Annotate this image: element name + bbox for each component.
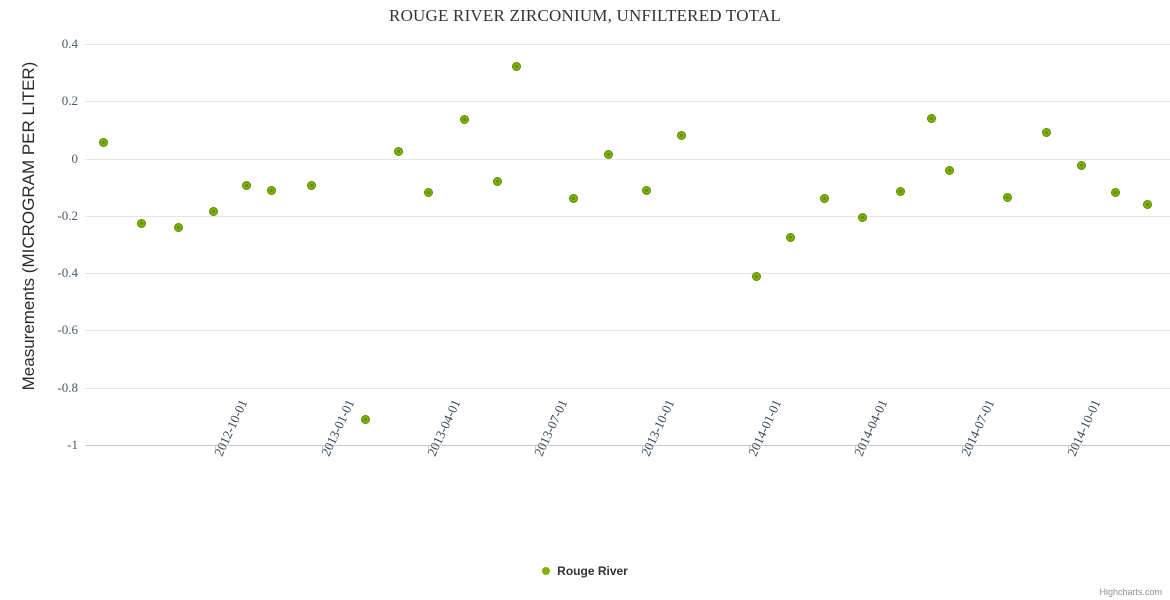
- data-point[interactable]: [492, 176, 502, 186]
- data-point[interactable]: [266, 185, 276, 195]
- y-axis-tick-label: -1: [67, 437, 78, 452]
- y-axis-tick-label: -0.4: [57, 265, 78, 281]
- data-point[interactable]: [603, 149, 613, 159]
- gridline: [85, 387, 1170, 389]
- data-point[interactable]: [1041, 128, 1051, 138]
- data-point[interactable]: [98, 138, 108, 148]
- gridline: [85, 330, 1170, 332]
- data-point[interactable]: [241, 181, 251, 191]
- x-axis-tick: [322, 446, 323, 452]
- data-point[interactable]: [641, 185, 651, 195]
- gridline: [85, 215, 1170, 217]
- x-axis-tick: [962, 446, 963, 452]
- y-axis-tick-label: 0.2: [61, 93, 78, 109]
- chart-title: ROUGE RIVER ZIRCONIUM, UNFILTERED TOTAL: [389, 6, 781, 25]
- data-point[interactable]: [360, 414, 370, 424]
- data-point[interactable]: [568, 194, 578, 204]
- legend-item-label: Rouge River: [557, 563, 628, 578]
- data-point[interactable]: [173, 222, 183, 232]
- data-point[interactable]: [819, 194, 829, 204]
- circle-marker-icon: [542, 566, 551, 575]
- x-axis-tick: [1068, 446, 1069, 452]
- credits-link[interactable]: Highcharts.com: [1099, 587, 1162, 597]
- data-point[interactable]: [751, 271, 761, 281]
- y-axis-tick-label: -0.2: [57, 207, 78, 223]
- data-point[interactable]: [306, 181, 316, 191]
- gridline: [85, 158, 1170, 160]
- data-point[interactable]: [423, 188, 433, 198]
- data-point[interactable]: [136, 218, 146, 228]
- data-point[interactable]: [208, 207, 218, 217]
- data-point[interactable]: [926, 113, 936, 123]
- data-point[interactable]: [1142, 199, 1152, 209]
- x-axis-tick: [428, 446, 429, 452]
- y-axis-tick-label: -0.6: [57, 322, 78, 338]
- chart-legend: Rouge River: [0, 563, 1170, 578]
- data-point[interactable]: [1110, 188, 1120, 198]
- x-axis-line: [85, 445, 1170, 446]
- data-point[interactable]: [857, 212, 867, 222]
- x-axis-tick: [215, 446, 216, 452]
- x-axis-tick: [642, 446, 643, 452]
- data-point[interactable]: [393, 146, 403, 156]
- y-axis-tick-label: 0: [71, 150, 79, 166]
- x-axis-tick: [855, 446, 856, 452]
- data-point[interactable]: [676, 131, 686, 141]
- gridline: [85, 101, 1170, 103]
- x-axis-tick: [535, 446, 536, 452]
- data-point[interactable]: [1076, 161, 1086, 171]
- data-point[interactable]: [895, 187, 905, 196]
- y-axis-tick-label: -0.8: [57, 379, 78, 395]
- y-axis-tick-label: 0.4: [61, 36, 78, 51]
- plot-area: [85, 44, 1170, 446]
- gridline: [85, 44, 1170, 45]
- data-point[interactable]: [785, 232, 795, 242]
- data-point[interactable]: [1002, 192, 1012, 202]
- legend-item-rouge-river[interactable]: Rouge River: [542, 563, 628, 578]
- gridline: [85, 273, 1170, 275]
- data-point[interactable]: [944, 165, 954, 175]
- x-axis-tick: [749, 446, 750, 452]
- data-point[interactable]: [459, 115, 469, 125]
- data-point[interactable]: [511, 62, 521, 72]
